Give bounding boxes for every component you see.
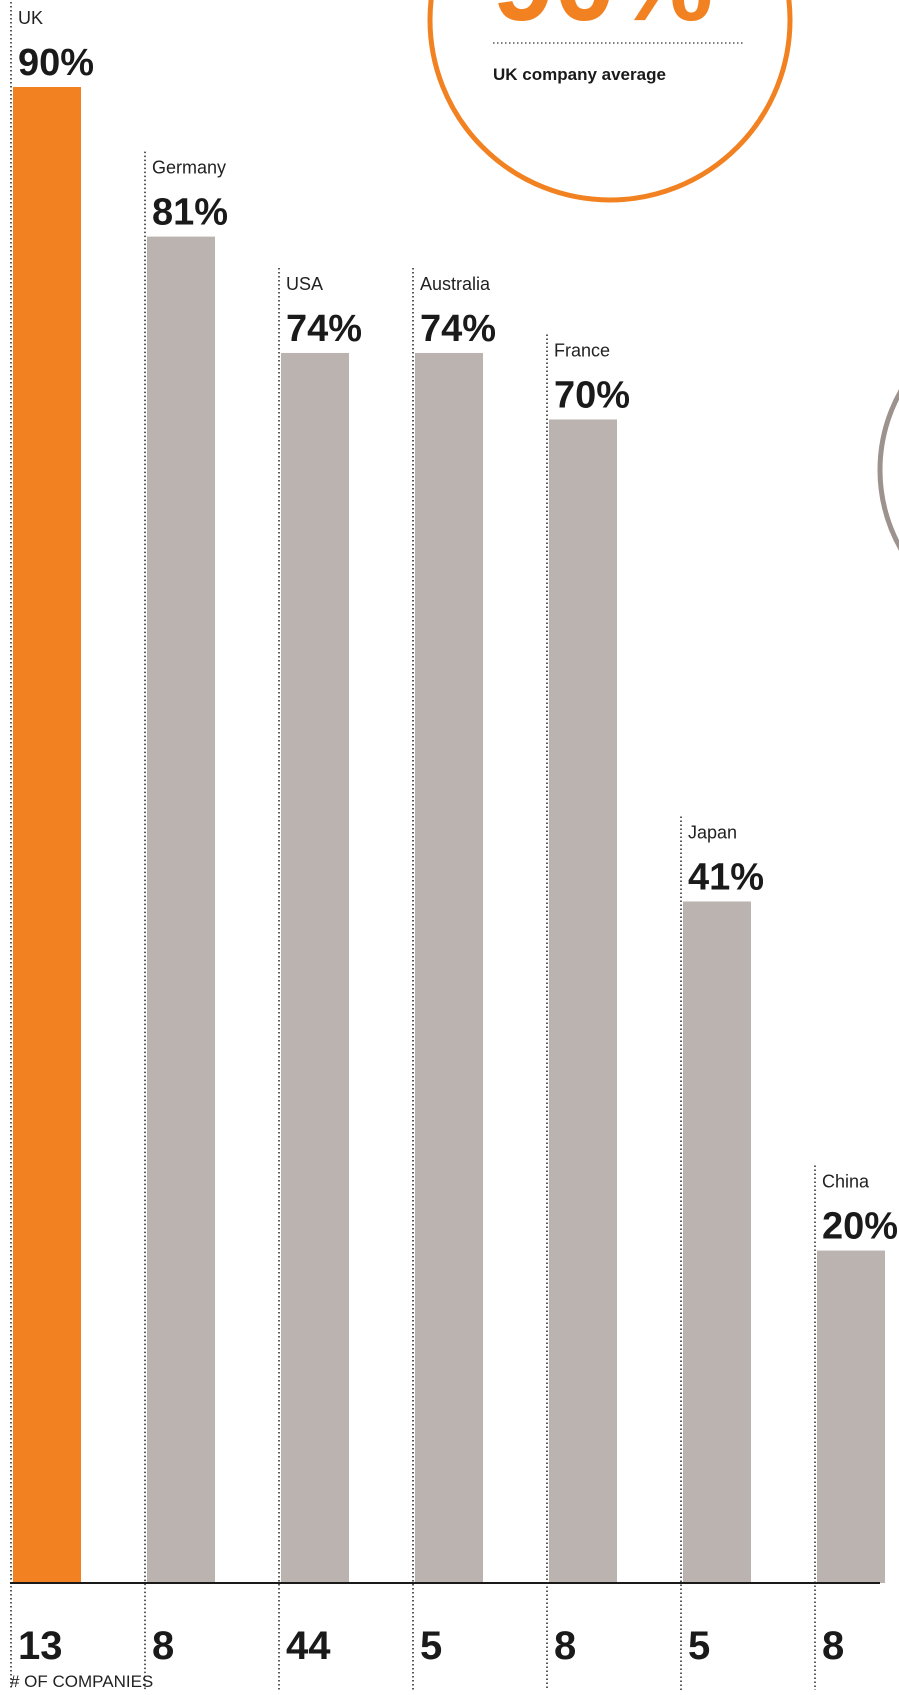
category-label: Japan xyxy=(688,822,737,842)
bar-japan xyxy=(683,901,751,1583)
value-label: 20% xyxy=(822,1206,898,1248)
callout-big-value: 90% xyxy=(493,0,713,44)
bar-australia xyxy=(415,352,483,1583)
category-label: China xyxy=(822,1172,870,1192)
bar-germany xyxy=(147,236,215,1584)
bar-usa xyxy=(281,352,349,1583)
value-label: 41% xyxy=(688,856,764,898)
count-label: 5 xyxy=(420,1624,442,1668)
count-label: 8 xyxy=(554,1624,576,1668)
bars-group: UK 90% Germany 81% USA 74% Australia 74% France 7… xyxy=(10,1,898,1690)
value-label: 90% xyxy=(18,42,94,84)
bar-china xyxy=(817,1250,885,1583)
count-label: 8 xyxy=(822,1624,844,1668)
value-label: 74% xyxy=(420,308,496,350)
category-label: USA xyxy=(286,274,323,294)
average-callout: 90% UK company average xyxy=(427,0,793,203)
callout-circle xyxy=(427,0,793,203)
callout-label: UK company average xyxy=(493,65,666,84)
category-label: Australia xyxy=(420,274,491,294)
bar-france xyxy=(549,419,617,1583)
value-label: 81% xyxy=(152,192,228,234)
count-label: 13 xyxy=(18,1624,63,1668)
partial-circle-decoration xyxy=(877,389,899,551)
value-label: 70% xyxy=(554,374,630,416)
count-label: 8 xyxy=(152,1624,174,1668)
bar-uk xyxy=(13,87,81,1583)
category-label: France xyxy=(554,340,610,360)
counts-group: 13 8 44 5 8 5 8 xyxy=(18,1624,844,1668)
category-label: UK xyxy=(18,8,43,28)
count-label: 44 xyxy=(286,1624,331,1668)
companies-axis-label: # OF COMPANIES xyxy=(10,1672,153,1691)
count-label: 5 xyxy=(688,1624,710,1668)
value-label: 74% xyxy=(286,308,362,350)
category-label: Germany xyxy=(152,158,226,178)
